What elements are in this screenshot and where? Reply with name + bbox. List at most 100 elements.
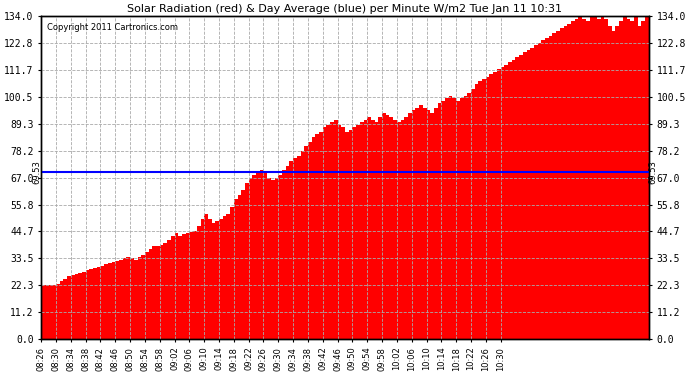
- Bar: [401, 120, 404, 339]
- Bar: [264, 173, 267, 339]
- Bar: [634, 16, 638, 339]
- Text: 69.53: 69.53: [649, 160, 658, 183]
- Bar: [204, 214, 208, 339]
- Bar: [482, 79, 486, 339]
- Bar: [553, 33, 556, 339]
- Bar: [78, 273, 82, 339]
- Bar: [286, 166, 289, 339]
- Bar: [493, 72, 497, 339]
- Bar: [434, 108, 437, 339]
- Bar: [538, 43, 542, 339]
- Bar: [453, 98, 456, 339]
- Bar: [186, 233, 189, 339]
- Bar: [45, 285, 48, 339]
- Bar: [223, 216, 226, 339]
- Bar: [278, 175, 282, 339]
- Bar: [371, 120, 375, 339]
- Bar: [293, 158, 297, 339]
- Bar: [627, 19, 630, 339]
- Bar: [63, 279, 67, 339]
- Bar: [156, 246, 160, 339]
- Bar: [501, 67, 504, 339]
- Bar: [167, 240, 171, 339]
- Bar: [315, 134, 319, 339]
- Bar: [382, 112, 386, 339]
- Bar: [342, 127, 345, 339]
- Bar: [530, 48, 534, 339]
- Bar: [582, 19, 586, 339]
- Bar: [445, 98, 448, 339]
- Bar: [219, 219, 223, 339]
- Bar: [230, 207, 234, 339]
- Bar: [348, 129, 353, 339]
- Bar: [615, 26, 619, 339]
- Bar: [312, 137, 315, 339]
- Bar: [386, 115, 389, 339]
- Bar: [575, 19, 578, 339]
- Bar: [571, 21, 575, 339]
- Bar: [75, 274, 78, 339]
- Bar: [137, 257, 141, 339]
- Bar: [331, 122, 334, 339]
- Bar: [471, 88, 475, 339]
- Bar: [245, 183, 248, 339]
- Bar: [604, 19, 608, 339]
- Bar: [345, 132, 348, 339]
- Bar: [389, 117, 393, 339]
- Bar: [508, 62, 512, 339]
- Bar: [542, 40, 545, 339]
- Bar: [601, 16, 604, 339]
- Bar: [112, 262, 115, 339]
- Bar: [248, 178, 253, 339]
- Bar: [52, 285, 56, 339]
- Bar: [93, 268, 97, 339]
- Bar: [256, 173, 259, 339]
- Bar: [526, 50, 530, 339]
- Bar: [71, 275, 75, 339]
- Bar: [378, 117, 382, 339]
- Bar: [504, 64, 508, 339]
- Bar: [212, 224, 215, 339]
- Bar: [412, 110, 415, 339]
- Text: 69.53: 69.53: [32, 160, 41, 183]
- Bar: [375, 122, 378, 339]
- Bar: [359, 122, 364, 339]
- Bar: [442, 100, 445, 339]
- Bar: [130, 258, 134, 339]
- Bar: [119, 260, 123, 339]
- Bar: [301, 151, 304, 339]
- Bar: [512, 60, 515, 339]
- Bar: [60, 281, 63, 339]
- Bar: [271, 180, 275, 339]
- Bar: [41, 285, 45, 339]
- Bar: [171, 236, 175, 339]
- Bar: [593, 16, 597, 339]
- Bar: [164, 243, 167, 339]
- Bar: [564, 26, 567, 339]
- Bar: [197, 226, 201, 339]
- Bar: [415, 108, 419, 339]
- Bar: [241, 190, 245, 339]
- Bar: [486, 76, 489, 339]
- Bar: [86, 270, 89, 339]
- Bar: [367, 117, 371, 339]
- Bar: [642, 21, 645, 339]
- Bar: [497, 69, 501, 339]
- Bar: [234, 200, 237, 339]
- Bar: [393, 120, 397, 339]
- Bar: [282, 171, 286, 339]
- Bar: [475, 84, 478, 339]
- Bar: [48, 285, 52, 339]
- Bar: [334, 120, 337, 339]
- Bar: [208, 219, 212, 339]
- Bar: [619, 21, 623, 339]
- Bar: [275, 178, 278, 339]
- Bar: [201, 219, 204, 339]
- Bar: [623, 16, 627, 339]
- Bar: [304, 146, 308, 339]
- Bar: [226, 214, 230, 339]
- Bar: [323, 127, 326, 339]
- Bar: [134, 260, 137, 339]
- Bar: [549, 36, 553, 339]
- Bar: [567, 24, 571, 339]
